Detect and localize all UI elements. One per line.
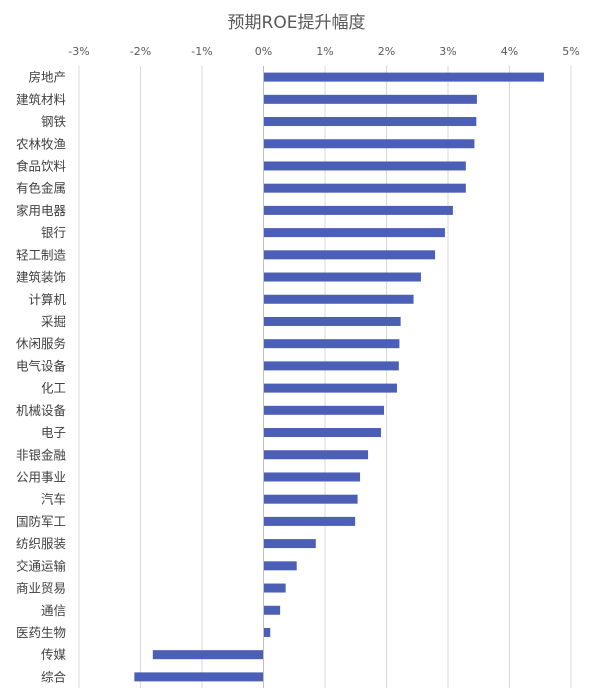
bar xyxy=(152,650,264,660)
category-label: 有色金属 xyxy=(16,181,66,196)
bar-series xyxy=(134,72,544,682)
category-label: 国防军工 xyxy=(16,514,66,529)
x-tick-label: 2% xyxy=(378,45,395,58)
x-axis-tick-labels: -3% -2% -1% 0% 1% 2% 3% 4% 5% xyxy=(68,45,579,58)
bar xyxy=(134,672,264,682)
category-label: 采掘 xyxy=(41,314,66,329)
bar xyxy=(263,205,453,215)
x-tick-label: 5% xyxy=(562,45,579,58)
bar xyxy=(263,250,436,260)
category-label: 建筑装饰 xyxy=(16,270,66,285)
bar xyxy=(263,94,477,104)
x-tick-label: -3% xyxy=(68,45,89,58)
chart-title: 预期ROE提升幅度 xyxy=(227,13,366,33)
bar xyxy=(263,627,271,637)
category-label: 非银金融 xyxy=(16,447,67,462)
bar xyxy=(263,383,397,393)
bar xyxy=(263,139,475,149)
category-labels: 房地产建筑材料钢铁农林牧渔食品饮料有色金属家用电器银行轻工制造建筑装饰计算机采掘… xyxy=(16,70,67,685)
x-tick-label: 3% xyxy=(439,45,456,58)
category-label: 机械设备 xyxy=(16,403,67,418)
category-label: 建筑材料 xyxy=(16,92,67,107)
category-label: 公用事业 xyxy=(16,469,66,484)
category-label: 医药生物 xyxy=(16,625,66,640)
bar xyxy=(263,450,369,460)
x-tick-label: 1% xyxy=(316,45,333,58)
bar xyxy=(263,72,544,82)
x-tick-label: -1% xyxy=(191,45,212,58)
category-label: 轻工制造 xyxy=(16,247,67,262)
category-label: 纺织服装 xyxy=(16,536,66,551)
category-label: 化工 xyxy=(41,381,66,396)
bar xyxy=(263,516,356,526)
x-tick-label: 4% xyxy=(501,45,518,58)
bar xyxy=(263,117,477,127)
category-label: 通信 xyxy=(41,603,66,618)
category-label: 计算机 xyxy=(28,292,66,307)
category-label: 汽车 xyxy=(41,492,66,507)
category-label: 钢铁 xyxy=(41,114,67,129)
category-label: 传媒 xyxy=(41,647,67,662)
bar xyxy=(263,339,400,349)
category-label: 银行 xyxy=(41,225,66,240)
bar xyxy=(263,539,316,549)
category-label: 商业贸易 xyxy=(16,581,66,596)
category-label: 食品饮料 xyxy=(16,158,67,173)
x-tick-label: -2% xyxy=(130,45,151,58)
x-tick-label: 0% xyxy=(255,45,272,58)
bar xyxy=(263,405,385,415)
category-label: 家用电器 xyxy=(16,203,67,218)
category-label: 房地产 xyxy=(28,70,66,85)
bar xyxy=(263,228,445,238)
category-label: 综合 xyxy=(41,669,67,684)
category-label: 交通运输 xyxy=(16,558,67,573)
bar xyxy=(263,605,281,615)
bar xyxy=(263,472,361,482)
gridlines xyxy=(78,66,572,688)
bar xyxy=(263,161,466,171)
bar xyxy=(263,272,421,282)
bar xyxy=(263,583,286,593)
bar xyxy=(263,561,297,571)
bar xyxy=(263,183,466,193)
category-label: 农林牧渔 xyxy=(16,136,66,151)
bar xyxy=(263,428,381,438)
category-label: 休闲服务 xyxy=(16,336,66,351)
bar xyxy=(263,361,399,371)
category-label: 电气设备 xyxy=(16,358,67,373)
bar xyxy=(263,294,414,304)
bar xyxy=(263,316,401,326)
category-label: 电子 xyxy=(41,425,66,440)
bar xyxy=(263,494,358,504)
